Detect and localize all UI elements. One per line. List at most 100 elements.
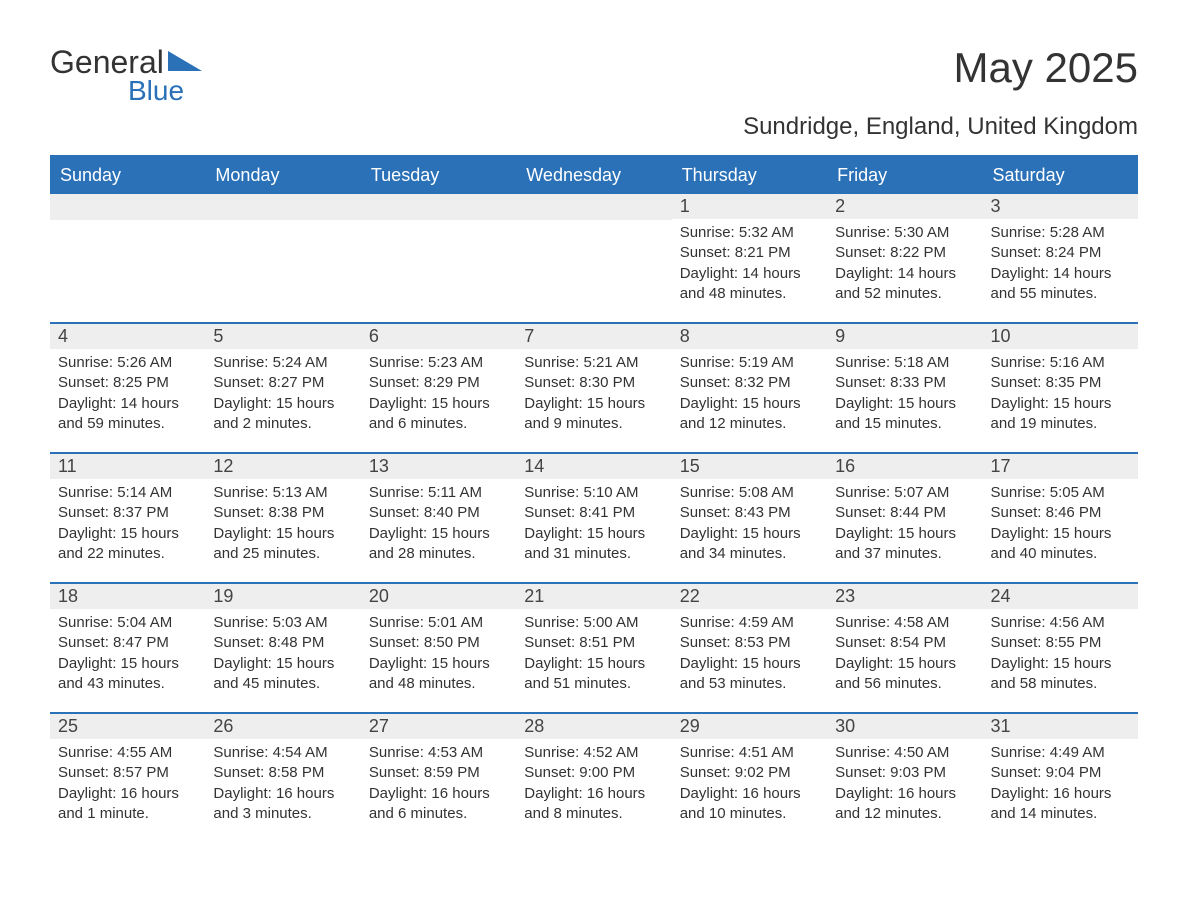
- calendar-cell: 27Sunrise: 4:53 AMSunset: 8:59 PMDayligh…: [361, 714, 516, 842]
- weeks-container: 1Sunrise: 5:32 AMSunset: 8:21 PMDaylight…: [50, 194, 1138, 842]
- sunset-text: Sunset: 8:27 PM: [213, 373, 352, 393]
- day-details: Sunrise: 4:49 AMSunset: 9:04 PMDaylight:…: [983, 739, 1138, 830]
- day-number: 26: [205, 714, 360, 739]
- sunset-text: Sunset: 9:03 PM: [835, 763, 974, 783]
- sunset-text: Sunset: 8:40 PM: [369, 503, 508, 523]
- calendar-cell: [516, 194, 671, 322]
- day-details: Sunrise: 5:26 AMSunset: 8:25 PMDaylight:…: [50, 349, 205, 440]
- logo-sub-text: Blue: [128, 75, 202, 107]
- day-details: Sunrise: 4:55 AMSunset: 8:57 PMDaylight:…: [50, 739, 205, 830]
- calendar-cell: 12Sunrise: 5:13 AMSunset: 8:38 PMDayligh…: [205, 454, 360, 582]
- day-details: Sunrise: 5:18 AMSunset: 8:33 PMDaylight:…: [827, 349, 982, 440]
- sunrise-text: Sunrise: 5:14 AM: [58, 483, 197, 503]
- day-number: 30: [827, 714, 982, 739]
- sunrise-text: Sunrise: 4:55 AM: [58, 743, 197, 763]
- calendar-cell: 7Sunrise: 5:21 AMSunset: 8:30 PMDaylight…: [516, 324, 671, 452]
- day-number: 1: [672, 194, 827, 219]
- sunrise-text: Sunrise: 5:16 AM: [991, 353, 1130, 373]
- daylight-text: Daylight: 15 hours and 9 minutes.: [524, 394, 663, 435]
- daylight-text: Daylight: 14 hours and 59 minutes.: [58, 394, 197, 435]
- calendar-cell: [205, 194, 360, 322]
- calendar-cell: 20Sunrise: 5:01 AMSunset: 8:50 PMDayligh…: [361, 584, 516, 712]
- day-header: Thursday: [672, 157, 827, 194]
- daylight-text: Daylight: 15 hours and 45 minutes.: [213, 654, 352, 695]
- day-number: [516, 194, 671, 220]
- sunset-text: Sunset: 9:00 PM: [524, 763, 663, 783]
- day-details: Sunrise: 4:53 AMSunset: 8:59 PMDaylight:…: [361, 739, 516, 830]
- week-row: 4Sunrise: 5:26 AMSunset: 8:25 PMDaylight…: [50, 322, 1138, 452]
- day-details: Sunrise: 4:52 AMSunset: 9:00 PMDaylight:…: [516, 739, 671, 830]
- calendar-cell: 23Sunrise: 4:58 AMSunset: 8:54 PMDayligh…: [827, 584, 982, 712]
- sunrise-text: Sunrise: 4:59 AM: [680, 613, 819, 633]
- week-row: 11Sunrise: 5:14 AMSunset: 8:37 PMDayligh…: [50, 452, 1138, 582]
- week-row: 1Sunrise: 5:32 AMSunset: 8:21 PMDaylight…: [50, 194, 1138, 322]
- sunset-text: Sunset: 8:41 PM: [524, 503, 663, 523]
- daylight-text: Daylight: 15 hours and 53 minutes.: [680, 654, 819, 695]
- day-number: 16: [827, 454, 982, 479]
- day-number: 27: [361, 714, 516, 739]
- day-details: Sunrise: 5:11 AMSunset: 8:40 PMDaylight:…: [361, 479, 516, 570]
- daylight-text: Daylight: 14 hours and 48 minutes.: [680, 264, 819, 305]
- day-number: 15: [672, 454, 827, 479]
- sunrise-text: Sunrise: 4:49 AM: [991, 743, 1130, 763]
- daylight-text: Daylight: 16 hours and 3 minutes.: [213, 784, 352, 825]
- header: General Blue May 2025: [50, 44, 1138, 107]
- daylight-text: Daylight: 15 hours and 6 minutes.: [369, 394, 508, 435]
- sunrise-text: Sunrise: 5:01 AM: [369, 613, 508, 633]
- sunrise-text: Sunrise: 5:21 AM: [524, 353, 663, 373]
- sunrise-text: Sunrise: 4:52 AM: [524, 743, 663, 763]
- day-number: 21: [516, 584, 671, 609]
- day-details: Sunrise: 5:03 AMSunset: 8:48 PMDaylight:…: [205, 609, 360, 700]
- day-number: 22: [672, 584, 827, 609]
- sunset-text: Sunset: 8:46 PM: [991, 503, 1130, 523]
- day-details: Sunrise: 5:32 AMSunset: 8:21 PMDaylight:…: [672, 219, 827, 310]
- daylight-text: Daylight: 14 hours and 55 minutes.: [991, 264, 1130, 305]
- daylight-text: Daylight: 15 hours and 28 minutes.: [369, 524, 508, 565]
- day-number: 25: [50, 714, 205, 739]
- calendar-cell: 21Sunrise: 5:00 AMSunset: 8:51 PMDayligh…: [516, 584, 671, 712]
- sunset-text: Sunset: 8:33 PM: [835, 373, 974, 393]
- calendar-cell: 9Sunrise: 5:18 AMSunset: 8:33 PMDaylight…: [827, 324, 982, 452]
- sunrise-text: Sunrise: 5:00 AM: [524, 613, 663, 633]
- sunrise-text: Sunrise: 5:04 AM: [58, 613, 197, 633]
- daylight-text: Daylight: 16 hours and 6 minutes.: [369, 784, 508, 825]
- day-details: Sunrise: 5:05 AMSunset: 8:46 PMDaylight:…: [983, 479, 1138, 570]
- location-subtitle: Sundridge, England, United Kingdom: [50, 113, 1138, 141]
- day-number: 24: [983, 584, 1138, 609]
- daylight-text: Daylight: 14 hours and 52 minutes.: [835, 264, 974, 305]
- sunset-text: Sunset: 8:24 PM: [991, 243, 1130, 263]
- daylight-text: Daylight: 15 hours and 58 minutes.: [991, 654, 1130, 695]
- calendar-cell: 2Sunrise: 5:30 AMSunset: 8:22 PMDaylight…: [827, 194, 982, 322]
- day-number: 29: [672, 714, 827, 739]
- sunrise-text: Sunrise: 4:58 AM: [835, 613, 974, 633]
- day-number: 11: [50, 454, 205, 479]
- sunset-text: Sunset: 8:38 PM: [213, 503, 352, 523]
- sunset-text: Sunset: 8:59 PM: [369, 763, 508, 783]
- daylight-text: Daylight: 15 hours and 19 minutes.: [991, 394, 1130, 435]
- day-details: Sunrise: 5:00 AMSunset: 8:51 PMDaylight:…: [516, 609, 671, 700]
- day-details: Sunrise: 4:54 AMSunset: 8:58 PMDaylight:…: [205, 739, 360, 830]
- sunset-text: Sunset: 8:21 PM: [680, 243, 819, 263]
- daylight-text: Daylight: 16 hours and 1 minute.: [58, 784, 197, 825]
- calendar-cell: 25Sunrise: 4:55 AMSunset: 8:57 PMDayligh…: [50, 714, 205, 842]
- page-title: May 2025: [954, 44, 1138, 92]
- week-row: 25Sunrise: 4:55 AMSunset: 8:57 PMDayligh…: [50, 712, 1138, 842]
- day-details: Sunrise: 5:30 AMSunset: 8:22 PMDaylight:…: [827, 219, 982, 310]
- day-number: 20: [361, 584, 516, 609]
- day-number: 2: [827, 194, 982, 219]
- logo-triangle-icon: [168, 51, 202, 71]
- sunrise-text: Sunrise: 4:54 AM: [213, 743, 352, 763]
- calendar-cell: 31Sunrise: 4:49 AMSunset: 9:04 PMDayligh…: [983, 714, 1138, 842]
- sunrise-text: Sunrise: 5:07 AM: [835, 483, 974, 503]
- sunrise-text: Sunrise: 5:32 AM: [680, 223, 819, 243]
- day-number: 5: [205, 324, 360, 349]
- sunrise-text: Sunrise: 5:18 AM: [835, 353, 974, 373]
- day-details: Sunrise: 5:13 AMSunset: 8:38 PMDaylight:…: [205, 479, 360, 570]
- sunrise-text: Sunrise: 4:56 AM: [991, 613, 1130, 633]
- sunset-text: Sunset: 8:32 PM: [680, 373, 819, 393]
- sunrise-text: Sunrise: 5:11 AM: [369, 483, 508, 503]
- sunset-text: Sunset: 8:54 PM: [835, 633, 974, 653]
- day-details: Sunrise: 5:01 AMSunset: 8:50 PMDaylight:…: [361, 609, 516, 700]
- day-number: 14: [516, 454, 671, 479]
- calendar-cell: 28Sunrise: 4:52 AMSunset: 9:00 PMDayligh…: [516, 714, 671, 842]
